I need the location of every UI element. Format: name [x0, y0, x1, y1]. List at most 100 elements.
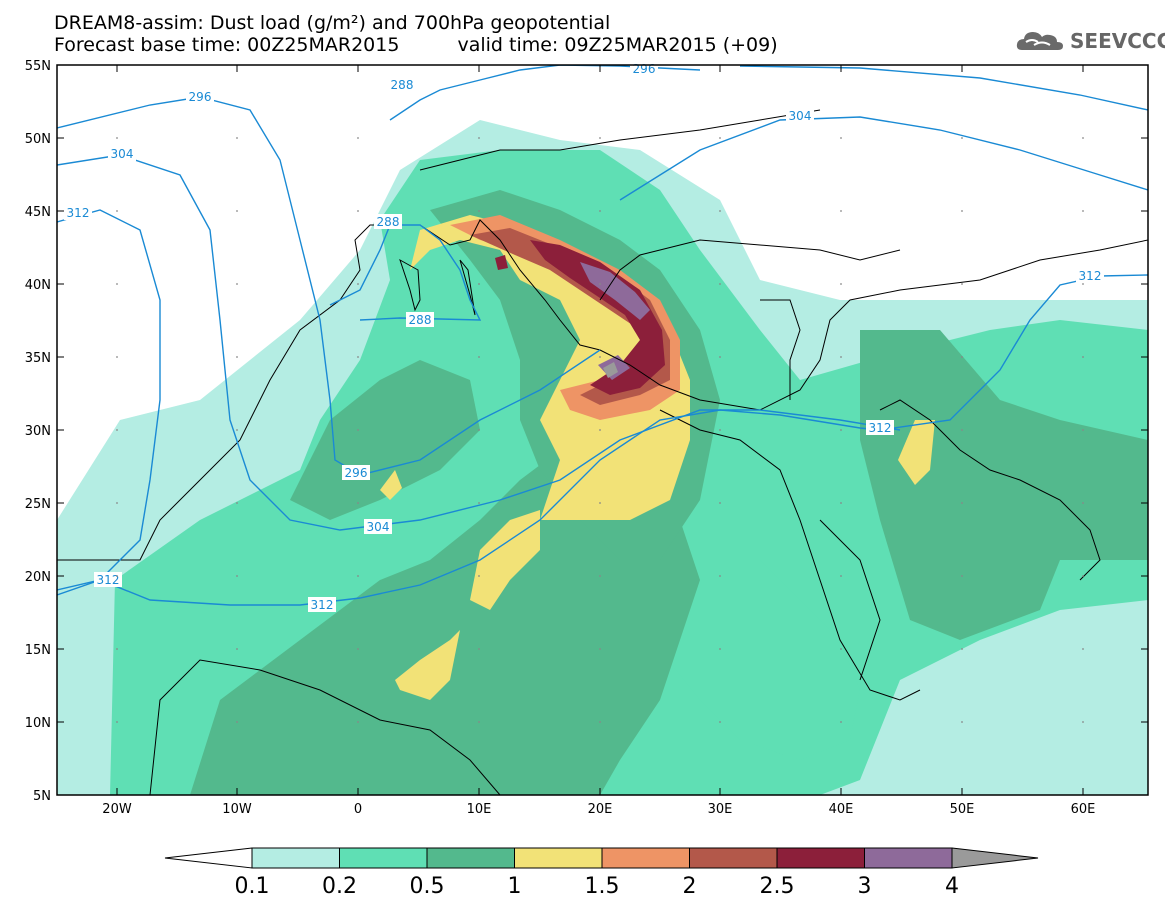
coastline — [819, 519, 881, 681]
map-axes: 20W 10W 0 10E 20E 30E 40E 50E 60E 55N 50N 45N 40N 35N… — [25, 59, 1148, 817]
grid-dot — [961, 356, 963, 358]
grid-dot — [478, 356, 480, 358]
geopotential-contour — [389, 65, 701, 121]
colorbar-label: 0.1 — [235, 874, 270, 899]
geopotential-contour — [739, 65, 1148, 111]
lat-tick-label: 50N — [25, 132, 51, 147]
colorbar-label: 0.5 — [410, 874, 445, 899]
contour-label: 312 — [311, 598, 334, 612]
lon-tick-label: 10W — [222, 802, 252, 817]
lon-tick-label: 20E — [588, 802, 613, 817]
colorbar-swatch — [864, 847, 953, 869]
grid-dot — [357, 137, 359, 139]
colorbar-swatch — [251, 847, 340, 869]
grid-dot — [478, 721, 480, 723]
grid-dot — [236, 356, 238, 358]
grid-dot — [357, 648, 359, 650]
grid-dot — [478, 137, 480, 139]
contour-label: 312 — [869, 421, 892, 435]
grid-dot — [236, 648, 238, 650]
grid-dot — [478, 429, 480, 431]
grid-dot — [599, 648, 601, 650]
grid-dot — [478, 210, 480, 212]
lat-tick-label: 25N — [25, 497, 51, 512]
grid-dot — [840, 283, 842, 285]
lat-tick-label: 15N — [25, 643, 51, 658]
dust-region — [530, 240, 665, 395]
colorbar-label: 2.5 — [760, 874, 795, 899]
dust-region — [603, 362, 618, 378]
grid-dot — [236, 575, 238, 577]
lon-tick-label: 30E — [708, 802, 733, 817]
grid-dot — [357, 356, 359, 358]
lat-tick-label: 55N — [25, 59, 51, 74]
grid-dot — [478, 502, 480, 504]
grid-dot — [236, 283, 238, 285]
dust-region — [290, 360, 480, 520]
dust-region — [380, 470, 402, 500]
grid-dot — [1082, 502, 1084, 504]
dust-region — [898, 420, 935, 485]
geopotential-contour — [57, 209, 161, 596]
grid-dot — [116, 721, 118, 723]
grid-dot — [719, 283, 721, 285]
lat-tick-label: 10N — [25, 716, 51, 731]
grid-dot — [840, 429, 842, 431]
grid-dot — [719, 575, 721, 577]
contour-label: 288 — [409, 313, 432, 327]
contour-label-bg — [364, 519, 392, 534]
lat-tick-label: 35N — [25, 351, 51, 366]
grid-dot — [840, 356, 842, 358]
grid-dot — [236, 721, 238, 723]
grid-dot — [961, 137, 963, 139]
lat-tick-label: 45N — [25, 205, 51, 220]
colorbar-label: 2 — [683, 874, 697, 899]
contour-label: 312 — [97, 573, 120, 587]
contour-label-bg — [64, 205, 92, 220]
grid-dot — [1082, 721, 1084, 723]
colorbar-swatch — [689, 847, 778, 869]
colorbar-label: 1 — [508, 874, 522, 899]
grid-dot — [357, 429, 359, 431]
grid-dot — [236, 429, 238, 431]
coastline — [599, 239, 901, 301]
grid-dot — [236, 502, 238, 504]
colorbar-swatch — [601, 847, 690, 869]
colorbar: 0.1 0.2 0.5 1 1.5 2 2.5 3 4 — [164, 847, 1039, 899]
contour-label-bg — [786, 108, 814, 123]
grid-dot — [840, 575, 842, 577]
colorbar-label: 1.5 — [585, 874, 620, 899]
grid-dot — [719, 210, 721, 212]
lon-tick-label: 20W — [102, 802, 132, 817]
grid-dot — [599, 356, 601, 358]
grid-dot — [599, 502, 601, 504]
grid-dot — [840, 210, 842, 212]
dust-region — [495, 255, 508, 270]
colorbar-swatch — [426, 847, 515, 869]
lon-tick-label: 40E — [829, 802, 854, 817]
coastline — [57, 219, 1148, 561]
grid-dot — [961, 283, 963, 285]
contour-label: 288 — [391, 78, 414, 92]
dust-region — [580, 262, 650, 320]
grid-dot — [961, 721, 963, 723]
grid-dot — [719, 648, 721, 650]
contour-label: 296 — [633, 62, 656, 76]
grid-dot — [478, 283, 480, 285]
colorbar-label: 4 — [945, 874, 959, 899]
contour-label: 304 — [111, 147, 134, 161]
seevccc-logo: SEEVCCC — [1016, 28, 1165, 54]
contour-label: 312 — [67, 206, 90, 220]
colorbar-label: 0.2 — [322, 874, 357, 899]
grid-dot — [719, 502, 721, 504]
lat-tick-label: 5N — [33, 789, 51, 804]
grid-dot — [1082, 137, 1084, 139]
grid-dot — [1082, 210, 1084, 212]
grid-dot — [599, 721, 601, 723]
lat-tick-label: 30N — [25, 424, 51, 439]
grid-dot — [357, 283, 359, 285]
contour-label-bg — [94, 572, 122, 587]
grid-dot — [357, 502, 359, 504]
contour-label-bg — [866, 420, 894, 435]
